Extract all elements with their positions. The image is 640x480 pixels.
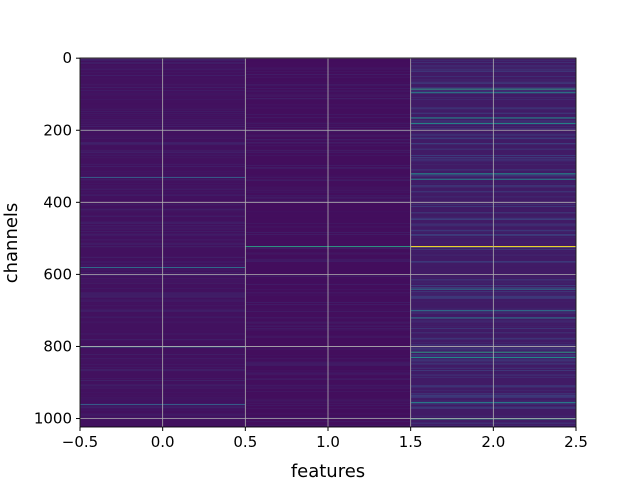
y-tick-label: 200 <box>43 121 72 139</box>
x-axis-ticks: −0.5 0.0 0.5 1.0 1.5 2.0 2.5 <box>62 427 588 451</box>
y-tick-label: 800 <box>43 337 72 355</box>
x-tick-label: 0.0 <box>151 433 175 451</box>
y-axis-ticks: 0 200 400 600 800 1000 <box>34 49 80 428</box>
x-tick-label: 2.5 <box>564 433 588 451</box>
x-tick-label: 1.5 <box>399 433 423 451</box>
y-tick-label: 1000 <box>34 410 72 428</box>
x-tick-label: 0.5 <box>233 433 257 451</box>
x-tick-label: −0.5 <box>62 433 98 451</box>
x-tick-label: 1.0 <box>316 433 340 451</box>
x-axis-label: features <box>291 461 365 480</box>
y-tick-label: 600 <box>43 265 72 283</box>
y-tick-label: 400 <box>43 193 72 211</box>
y-axis-label: channels <box>1 203 22 284</box>
y-tick-label: 0 <box>62 49 72 67</box>
x-tick-label: 2.0 <box>481 433 505 451</box>
